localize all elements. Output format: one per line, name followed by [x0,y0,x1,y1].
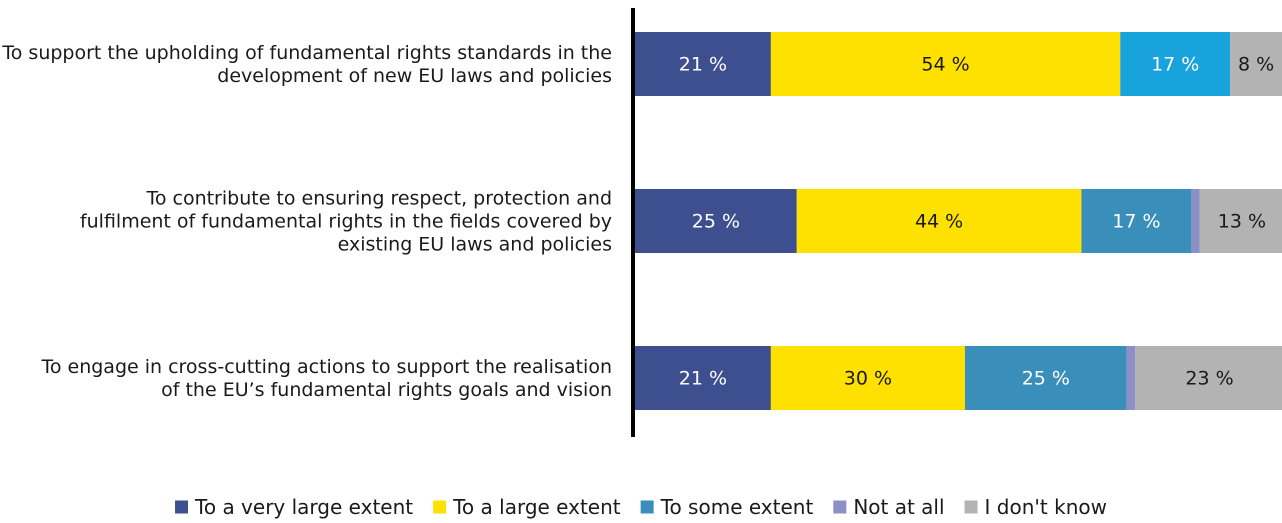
data-label: 25 % [1022,368,1070,390]
category-label-1: To support the upholding of fundamental … [1,42,612,87]
legend-swatch [964,500,978,514]
legend-swatch [833,500,847,514]
bar-segment-to-a-very-large-extent-row-2 [635,189,797,253]
legend-swatch [175,500,189,514]
legend-swatch [640,500,654,514]
bar-segment-to-a-large-extent-row-2 [796,189,1082,253]
category-labels: To support the upholding of fundamental … [1,42,612,401]
legend-item-to-some-extent: To some extent [640,495,814,519]
bar-segment-to-some-extent-row-1 [1120,32,1231,96]
bar-segment-i-don-t-know-row-3 [1135,346,1282,410]
category-label-2: To contribute to ensuring respect, prote… [80,188,612,256]
legend-item-not-at-all: Not at all [833,495,945,519]
bar-segment-not-at-all-row-3 [1126,346,1136,410]
legend-label: To a large extent [452,495,621,519]
legend-item-i-don-t-know: I don't know [964,495,1107,519]
data-label: 17 % [1151,54,1199,76]
bar-segment-i-don-t-know-row-1 [1230,32,1282,96]
category-label-1-line-2: development of new EU laws and policies [217,65,612,87]
category-label-3-line-2: of the EU’s fundamental rights goals and… [161,379,612,401]
data-label: 44 % [915,211,963,233]
data-label: 13 % [1218,211,1266,233]
category-label-2-line-2: fulfilment of fundamental rights in the … [80,211,612,233]
data-label: 17 % [1112,211,1160,233]
legend-label: To a very large extent [194,495,413,519]
data-label: 8 % [1238,54,1274,76]
bar-segment-not-at-all-row-2 [1191,189,1200,253]
bar-segment-to-a-very-large-extent-row-1 [635,32,771,96]
bar-segment-to-a-very-large-extent-row-3 [635,346,771,410]
data-label: 25 % [692,211,740,233]
data-label: 54 % [921,54,969,76]
legend-swatch [433,500,447,514]
bar-segment-to-a-large-extent-row-1 [770,32,1121,96]
data-label: 21 % [679,368,727,390]
bar-segment-i-don-t-know-row-2 [1199,189,1282,253]
bars-layer: 21 % 54 % 17 % 8 % 25 % 44 % 17 % 13 % 21 % 30 % 2… [635,32,1282,410]
data-label: 23 % [1185,368,1233,390]
category-label-3-line-1: To engage in cross-cutting actions to su… [40,356,612,378]
bar-segment-to-some-extent-row-3 [964,346,1127,410]
bar-segment-to-a-large-extent-row-3 [770,346,965,410]
category-label-3: To engage in cross-cutting actions to su… [40,356,612,401]
bar-segment-to-some-extent-row-2 [1081,189,1192,253]
legend-item-to-a-very-large-extent: To a very large extent [175,495,413,519]
data-label: 30 % [844,368,892,390]
legend-label: I don't know [985,495,1107,519]
legend-label: To some extent [660,495,814,519]
category-label-2-line-3: existing EU laws and policies [338,234,612,256]
legend: To a very large extent To a large extent T… [175,495,1107,519]
category-label-2-line-1: To contribute to ensuring respect, prote… [145,188,612,210]
data-label: 21 % [679,54,727,76]
category-label-1-line-1: To support the upholding of fundamental … [1,42,612,64]
legend-item-to-a-large-extent: To a large extent [433,495,621,519]
legend-label: Not at all [853,495,944,519]
